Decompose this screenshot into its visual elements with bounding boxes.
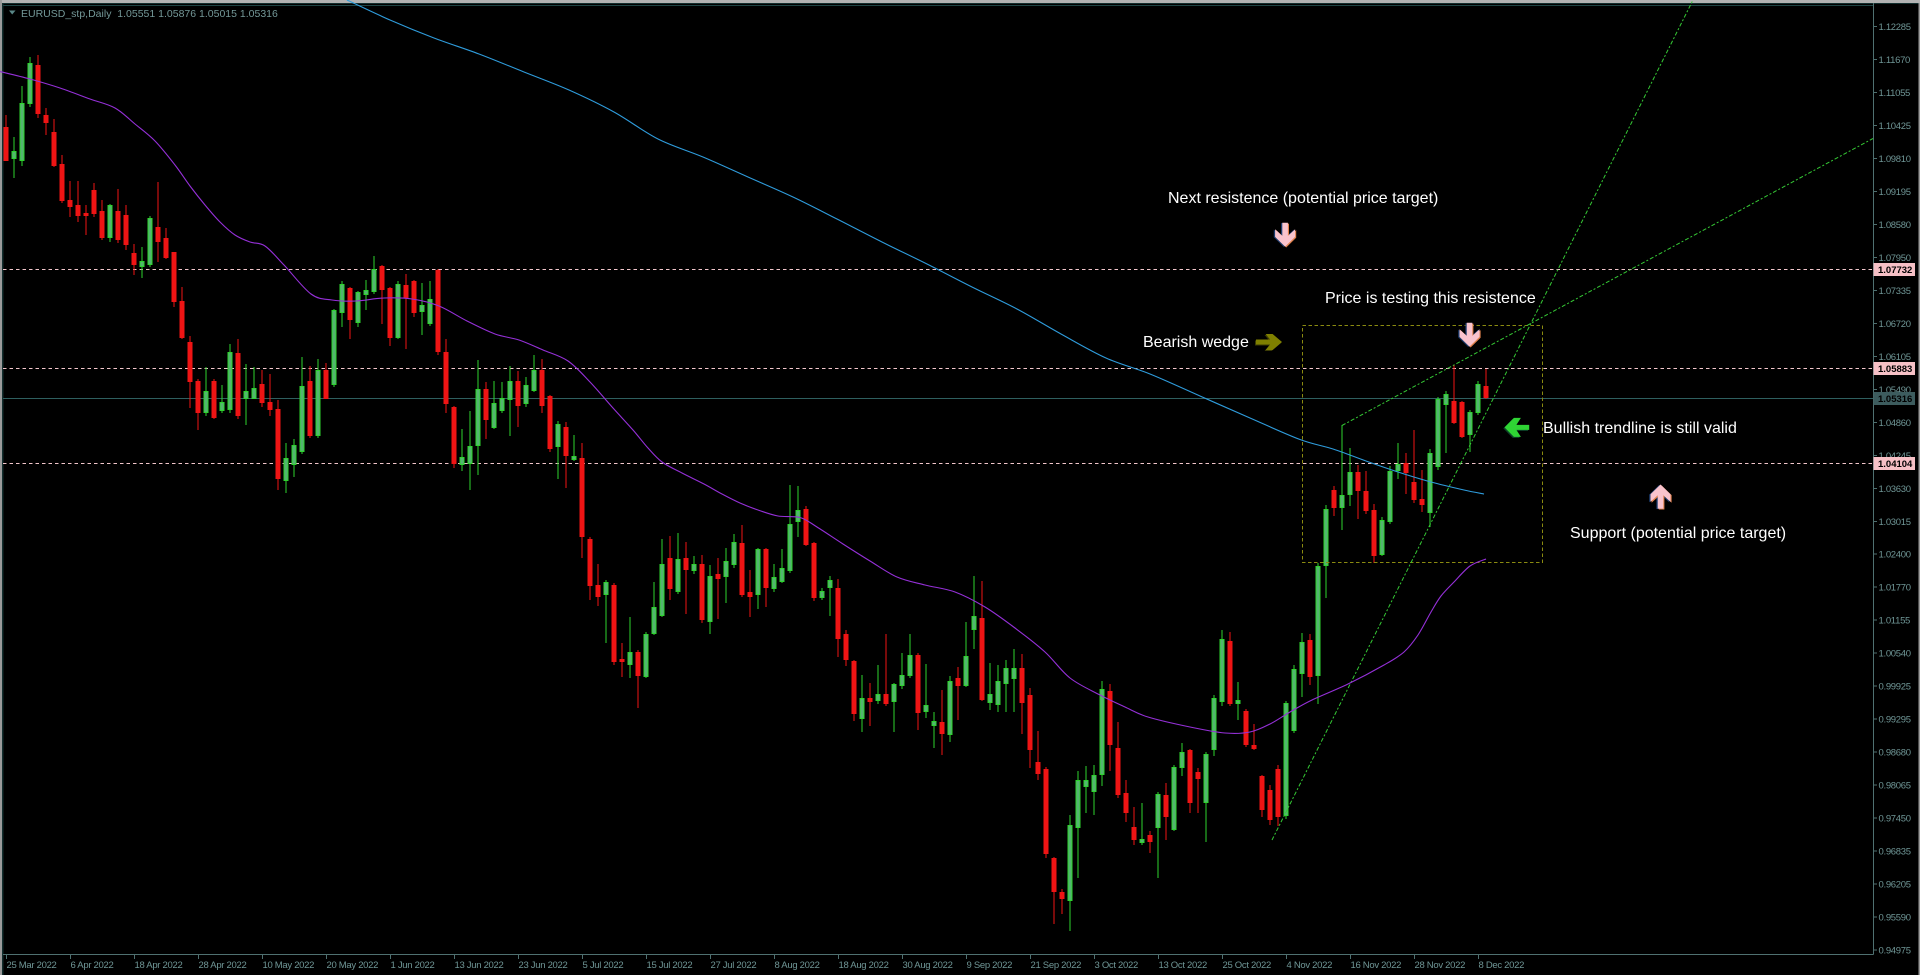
- svg-text:1.11055: 1.11055: [1879, 88, 1911, 99]
- svg-text:1.06720: 1.06720: [1879, 319, 1911, 330]
- svg-text:13 Oct 2022: 13 Oct 2022: [1159, 960, 1207, 971]
- svg-text:1.05316: 1.05316: [1878, 394, 1912, 405]
- svg-text:5 Jul 2022: 5 Jul 2022: [583, 960, 624, 971]
- svg-text:Price is testing this resisten: Price is testing this resistence: [1325, 290, 1536, 307]
- svg-text:EURUSD_stp,Daily 1.05551 1.05: EURUSD_stp,Daily 1.05551 1.05876 1.05015…: [21, 8, 278, 20]
- svg-text:1.07950: 1.07950: [1879, 253, 1911, 264]
- svg-text:21 Sep 2022: 21 Sep 2022: [1031, 960, 1082, 971]
- svg-text:10 May 2022: 10 May 2022: [263, 960, 315, 971]
- svg-text:23 Jun 2022: 23 Jun 2022: [519, 960, 568, 971]
- svg-text:Next resistence (potential pri: Next resistence (potential price target): [1168, 190, 1438, 207]
- svg-text:Bearish wedge: Bearish wedge: [1143, 334, 1249, 351]
- svg-text:1.04104: 1.04104: [1878, 459, 1913, 470]
- svg-text:0.96205: 0.96205: [1879, 880, 1911, 891]
- svg-text:1 Jun 2022: 1 Jun 2022: [391, 960, 435, 971]
- svg-text:0.96835: 0.96835: [1879, 847, 1911, 858]
- svg-text:1.06105: 1.06105: [1879, 352, 1911, 363]
- svg-text:8 Aug 2022: 8 Aug 2022: [775, 960, 820, 971]
- svg-text:1.03630: 1.03630: [1879, 484, 1911, 495]
- svg-text:1.09195: 1.09195: [1879, 187, 1911, 198]
- svg-text:1.04860: 1.04860: [1879, 418, 1911, 429]
- svg-text:16 Nov 2022: 16 Nov 2022: [1351, 960, 1402, 971]
- svg-text:28 Apr 2022: 28 Apr 2022: [199, 960, 247, 971]
- svg-text:0.98065: 0.98065: [1879, 781, 1911, 792]
- svg-text:0.97450: 0.97450: [1879, 814, 1911, 825]
- svg-text:1.02400: 1.02400: [1879, 550, 1911, 561]
- svg-text:18 Aug 2022: 18 Aug 2022: [839, 960, 889, 971]
- svg-text:15 Jul 2022: 15 Jul 2022: [647, 960, 693, 971]
- svg-text:20 May 2022: 20 May 2022: [327, 960, 379, 971]
- svg-text:Bullish trendline is still val: Bullish trendline is still valid: [1543, 420, 1737, 437]
- svg-text:8 Dec 2022: 8 Dec 2022: [1479, 960, 1525, 971]
- svg-text:1.00540: 1.00540: [1879, 649, 1911, 660]
- svg-text:1.12285: 1.12285: [1879, 22, 1911, 33]
- svg-text:18 Apr 2022: 18 Apr 2022: [135, 960, 183, 971]
- svg-text:1.01155: 1.01155: [1879, 616, 1911, 627]
- svg-text:1.03015: 1.03015: [1879, 517, 1911, 528]
- svg-text:1.09810: 1.09810: [1879, 154, 1911, 165]
- svg-text:4 Nov 2022: 4 Nov 2022: [1287, 960, 1333, 971]
- svg-text:6 Apr 2022: 6 Apr 2022: [71, 960, 114, 971]
- svg-text:25 Oct 2022: 25 Oct 2022: [1223, 960, 1271, 971]
- svg-text:28 Nov 2022: 28 Nov 2022: [1415, 960, 1466, 971]
- svg-text:0.94975: 0.94975: [1879, 946, 1911, 957]
- svg-text:30 Aug 2022: 30 Aug 2022: [903, 960, 953, 971]
- svg-text:25 Mar 2022: 25 Mar 2022: [7, 960, 57, 971]
- svg-text:1.07732: 1.07732: [1878, 265, 1912, 276]
- svg-text:1.08580: 1.08580: [1879, 220, 1911, 231]
- svg-text:1.05490: 1.05490: [1879, 385, 1911, 396]
- svg-text:13 Jun 2022: 13 Jun 2022: [455, 960, 504, 971]
- svg-text:1.04245: 1.04245: [1879, 451, 1911, 462]
- svg-text:9 Sep 2022: 9 Sep 2022: [967, 960, 1013, 971]
- svg-text:1.10425: 1.10425: [1879, 121, 1911, 132]
- svg-text:0.99295: 0.99295: [1879, 715, 1911, 726]
- svg-text:1.05883: 1.05883: [1878, 364, 1912, 375]
- svg-text:3 Oct 2022: 3 Oct 2022: [1095, 960, 1138, 971]
- svg-text:Support (potential price targe: Support (potential price target): [1570, 525, 1786, 542]
- svg-text:0.98680: 0.98680: [1879, 748, 1911, 759]
- svg-text:27 Jul 2022: 27 Jul 2022: [711, 960, 757, 971]
- svg-text:0.99925: 0.99925: [1879, 682, 1911, 693]
- svg-text:1.07335: 1.07335: [1879, 286, 1911, 297]
- svg-text:0.95590: 0.95590: [1879, 913, 1911, 924]
- svg-text:1.11670: 1.11670: [1879, 55, 1911, 66]
- svg-text:1.01770: 1.01770: [1879, 583, 1911, 594]
